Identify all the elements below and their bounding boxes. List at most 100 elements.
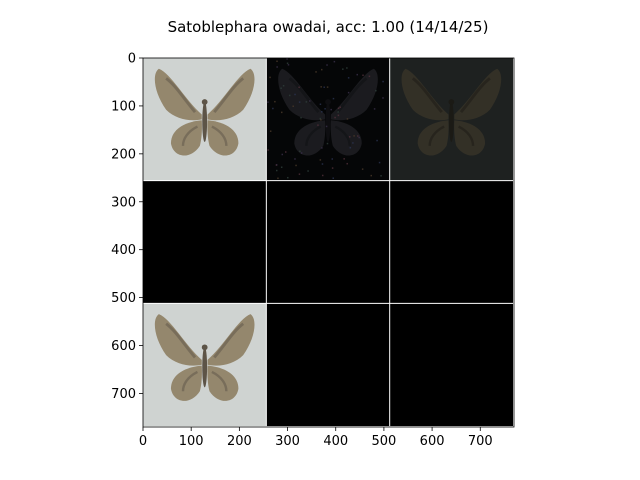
noise-speck: [269, 76, 271, 79]
x-tick-label: 0: [139, 434, 147, 449]
noise-speck: [286, 62, 289, 65]
noise-speck: [321, 111, 323, 113]
noise-speck: [309, 100, 311, 102]
y-axis: 0 100 200 300 400 500 600 700: [111, 52, 143, 402]
noise-speck: [331, 158, 334, 160]
noise-speck: [343, 158, 345, 160]
y-tick-label: 300: [111, 195, 136, 210]
noise-speck: [280, 111, 283, 114]
left-hindwing: [170, 365, 202, 401]
noise-speck: [320, 119, 322, 121]
grid-tile-r0-c1: [266, 58, 390, 181]
moth-body: [202, 346, 208, 388]
noise-speck: [324, 108, 326, 110]
grid-tile-r1-c0: [143, 180, 267, 304]
noise-speck: [276, 60, 278, 63]
noise-speck: [321, 147, 323, 149]
left-wing-band: [165, 322, 197, 359]
left-hindwing-band: [305, 125, 322, 146]
axes-frame: [142, 57, 515, 428]
y-tick-label: 100: [111, 99, 136, 114]
noise-speck: [326, 64, 328, 66]
x-axis: 0 100 200 300 400 500 600 700: [139, 427, 493, 449]
noise-speck: [307, 170, 309, 172]
noise-speck: [347, 91, 350, 94]
tile-background: [266, 303, 390, 427]
noise-speck: [337, 114, 340, 117]
noise-speck: [319, 117, 322, 120]
noise-speck: [320, 86, 322, 88]
left-hindwing-band: [181, 125, 199, 146]
moth-body: [202, 101, 208, 142]
grid-tile-r2-c2: [389, 303, 514, 427]
noise-speck: [330, 108, 332, 111]
noise-speck: [339, 106, 342, 108]
noise-speck: [276, 169, 278, 172]
moth-head: [201, 99, 208, 105]
left-hindwing-band: [181, 370, 199, 392]
noise-speck: [352, 142, 354, 144]
noise-speck: [346, 118, 349, 120]
x-tick-label: 300: [275, 434, 300, 449]
moth-figure: [154, 314, 255, 401]
noise-speck: [321, 174, 324, 177]
noise-speck: [376, 139, 378, 142]
noise-speck: [373, 108, 376, 110]
noise-speck: [280, 87, 282, 89]
grid-tile-r2-c0: [143, 303, 267, 427]
noise-speck: [380, 175, 382, 177]
noise-speck: [382, 97, 384, 99]
tile-background: [389, 303, 514, 427]
noise-speck: [348, 136, 351, 138]
noise-speck: [337, 107, 340, 110]
noise-speck: [375, 89, 377, 92]
noise-speck: [267, 101, 269, 103]
x-tick-label: 100: [179, 434, 204, 449]
y-tick-label: 500: [111, 291, 136, 306]
plot-area: [142, 57, 515, 428]
noise-speck: [276, 66, 278, 68]
y-tick-label: 200: [111, 147, 136, 162]
moth-figure: [401, 68, 502, 156]
y-tick-label: 700: [111, 387, 136, 402]
noise-speck: [321, 163, 324, 165]
noise-speck: [346, 67, 348, 69]
x-tick-label: 500: [371, 434, 396, 449]
left-forewing: [401, 68, 449, 121]
noise-speck: [300, 152, 303, 154]
noise-speck: [288, 94, 291, 97]
noise-speck: [334, 116, 336, 119]
noise-speck: [267, 149, 269, 151]
moth-head: [448, 99, 455, 105]
noise-speck: [300, 116, 302, 119]
right-hindwing: [454, 120, 486, 156]
noise-speck: [287, 176, 289, 179]
noise-speck: [368, 75, 371, 78]
noise-speck: [315, 71, 317, 73]
grid-tile-r0-c2: [389, 58, 514, 181]
left-forewing: [154, 68, 202, 121]
noise-speck: [362, 74, 364, 76]
grid-tile-r1-c2: [389, 180, 514, 304]
left-wing-band: [288, 77, 320, 114]
noise-speck: [326, 142, 329, 145]
right-hindwing: [330, 120, 362, 156]
noise-speck: [319, 103, 322, 106]
right-hindwing-band: [211, 125, 228, 146]
noise-speck: [295, 164, 297, 167]
right-forewing: [454, 68, 502, 121]
x-tick-label: 400: [323, 434, 348, 449]
left-forewing: [278, 68, 326, 121]
left-forewing: [154, 314, 202, 366]
tile-background: [143, 180, 267, 304]
noise-speck: [347, 77, 350, 79]
left-hindwing-band: [428, 125, 445, 146]
right-forewing: [207, 68, 255, 121]
noise-speck: [337, 111, 339, 113]
moth-head: [325, 99, 331, 105]
noise-speck: [272, 107, 274, 110]
noise-speck: [294, 158, 296, 160]
noise-speck: [323, 86, 325, 88]
right-forewing: [207, 314, 255, 366]
right-wing-band: [459, 77, 491, 114]
